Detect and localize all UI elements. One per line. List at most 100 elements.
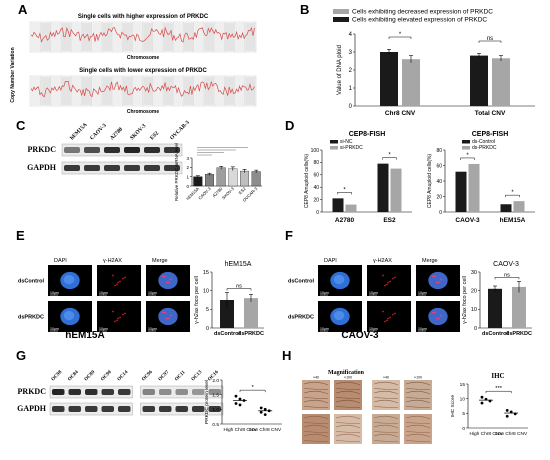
data-point bbox=[509, 410, 513, 414]
panel-h-ihc-images: ×40 ×100 ×40 ×100 bbox=[302, 376, 432, 444]
blot-band bbox=[159, 389, 172, 395]
chromosome-band bbox=[153, 77, 163, 105]
blot-band bbox=[159, 406, 172, 412]
significance-bracket bbox=[478, 40, 502, 43]
chromosome-band bbox=[163, 23, 173, 51]
y-tick-label: 1 bbox=[349, 86, 353, 92]
blot-band bbox=[64, 147, 80, 153]
significance-bracket bbox=[239, 389, 266, 393]
data-point bbox=[259, 406, 263, 410]
data-point bbox=[480, 395, 484, 399]
tissue-texture bbox=[335, 406, 361, 408]
merge-focus bbox=[164, 275, 166, 278]
micrograph bbox=[97, 265, 141, 296]
x-tick-label: hEM15A bbox=[500, 217, 526, 224]
data-point bbox=[505, 414, 509, 418]
chromosome-band bbox=[31, 77, 41, 105]
legend-label: ds-PRKDC bbox=[472, 145, 497, 151]
panel-g-letter: G bbox=[16, 348, 26, 363]
x-tick-label: CAOV-3 bbox=[197, 186, 212, 201]
y-tick-label: 15 bbox=[460, 382, 466, 388]
tissue-texture bbox=[335, 424, 361, 429]
scale-bar-label: 10μm bbox=[418, 327, 427, 331]
h2ax-focus bbox=[389, 280, 391, 283]
bar bbox=[220, 300, 234, 328]
lane-label: SKOV-3 bbox=[129, 123, 147, 141]
bar bbox=[377, 163, 389, 212]
chromosome-band bbox=[112, 77, 122, 105]
tissue-texture bbox=[405, 390, 431, 395]
legend-swatch bbox=[462, 140, 470, 144]
panel-a-top-title: Single cells with higher expression of P… bbox=[78, 14, 209, 20]
blot-band bbox=[84, 165, 100, 171]
x-tick-label: dsPRKDC bbox=[238, 331, 264, 337]
blot-band bbox=[85, 406, 98, 412]
tissue-texture bbox=[303, 399, 329, 404]
blot-band bbox=[104, 147, 120, 153]
tissue-texture bbox=[405, 422, 431, 424]
tissue-texture bbox=[373, 440, 399, 442]
chromosome-band bbox=[163, 77, 173, 105]
significance-label: * bbox=[251, 385, 254, 391]
h2ax-focus bbox=[382, 310, 384, 313]
merge-focus bbox=[438, 317, 440, 320]
data-point bbox=[238, 397, 242, 401]
ihc-image bbox=[372, 380, 400, 410]
y-tick-label: 2 bbox=[349, 68, 353, 74]
tissue-texture bbox=[373, 390, 399, 395]
legend-swatch bbox=[330, 140, 338, 144]
tissue-texture bbox=[335, 390, 361, 395]
column-label: γ-H2AX bbox=[103, 258, 122, 264]
tissue-texture bbox=[373, 415, 399, 420]
tissue-texture bbox=[335, 381, 361, 386]
chromosome-band bbox=[204, 77, 214, 105]
y-tick-label: 1 bbox=[186, 174, 189, 179]
blot-band bbox=[144, 165, 160, 171]
chromosome-band bbox=[214, 23, 224, 51]
panel-c-western-blot: hEM15A CAOV-3 A2780 SKOV-3 ES2 OVCAR-3 PRKDC GA… bbox=[27, 119, 191, 175]
bar bbox=[513, 201, 525, 212]
panel-g-western-blot: OC98 OC84 OC89 OC90 OC14 OC96 OC97 OC11 OC13 OC16… bbox=[17, 370, 224, 416]
chromosome-band bbox=[82, 77, 92, 105]
lane-label: A2780 bbox=[109, 126, 124, 141]
chart-title: CEP8-FISH bbox=[472, 131, 509, 138]
x-tick-label: A2780 bbox=[335, 217, 355, 224]
blot-band bbox=[118, 406, 131, 412]
bar bbox=[468, 163, 480, 212]
tissue-texture bbox=[335, 388, 361, 390]
panel-a-ylabel: Copy Number Variation bbox=[10, 47, 16, 102]
blot-band bbox=[52, 406, 65, 412]
chromosome-band bbox=[31, 23, 41, 51]
scale-bar-label: 10μm bbox=[418, 291, 427, 295]
merge-focus bbox=[434, 275, 436, 278]
blot-band bbox=[52, 389, 65, 395]
panel-b-legend: Cells exhibiting decreased expression of… bbox=[333, 9, 493, 24]
bar bbox=[500, 204, 512, 212]
data-point bbox=[234, 402, 238, 405]
scale-bar-label: 10μm bbox=[148, 291, 157, 295]
y-tick-label: 0.5 bbox=[212, 422, 219, 428]
tissue-texture bbox=[303, 406, 329, 408]
scale-bar-label: 10μm bbox=[320, 327, 329, 331]
legend-label: Cells exhibiting elevated expression of … bbox=[352, 17, 487, 24]
lane-label: CAOV-3 bbox=[89, 123, 108, 142]
y-axis-label: γ-h2ax foco per cell bbox=[194, 276, 200, 324]
blot-row-label: GAPDH bbox=[27, 163, 57, 172]
bar bbox=[402, 59, 420, 106]
chart-title: CAOV-3 bbox=[493, 261, 519, 268]
blot-strip bbox=[140, 385, 224, 399]
chromosome-band bbox=[122, 23, 133, 51]
y-axis-label: IHC Score bbox=[450, 395, 456, 417]
y-axis-label: CEP8 Amuploid cells(%) bbox=[427, 154, 433, 209]
lane-label: OC14 bbox=[117, 370, 130, 383]
significance-label: ns bbox=[504, 272, 510, 278]
bar bbox=[216, 167, 226, 187]
scale-bar-label: 10μm bbox=[50, 291, 59, 295]
h2ax-focus bbox=[124, 312, 126, 315]
y-axis-label: Relative PRKDC mRNA level bbox=[174, 143, 179, 201]
y-axis-label: CEP8 Amuploid cells(%) bbox=[304, 154, 310, 209]
y-tick-label: 60 bbox=[436, 163, 442, 169]
y-tick-label: 4 bbox=[349, 32, 353, 38]
